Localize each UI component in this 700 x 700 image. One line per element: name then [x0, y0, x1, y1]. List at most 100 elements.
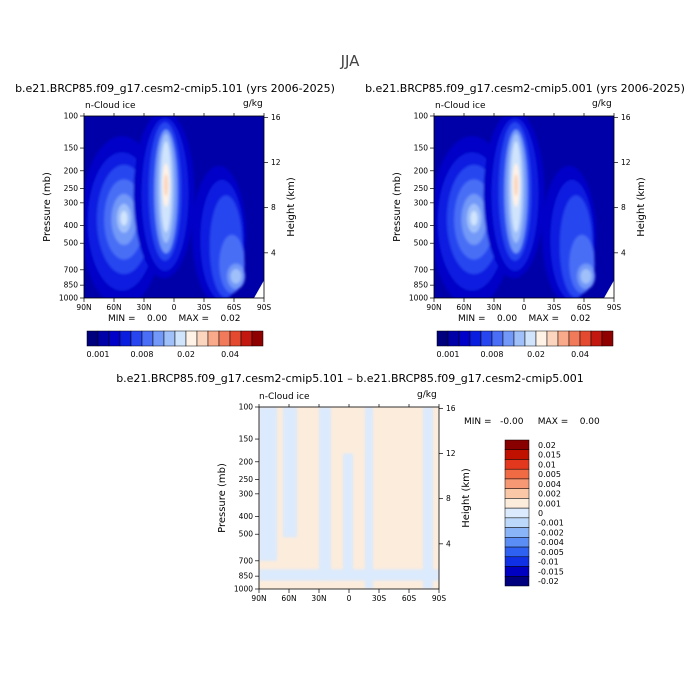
colorbar-box	[447, 330, 460, 347]
y-tick-label: 300	[414, 198, 429, 207]
max-value: 0.02	[570, 314, 591, 324]
min-label: MIN =	[464, 417, 492, 427]
y-tick-label: 850	[64, 281, 79, 290]
plot-area-2	[259, 407, 439, 589]
x-tick-label: 90N	[76, 303, 91, 312]
colorbar-label: 0	[538, 509, 543, 518]
colorbar-box	[174, 330, 187, 347]
colorbar-box	[502, 330, 515, 347]
panel-101-variable: n-Cloud ice	[85, 101, 136, 111]
contour-level-1-7	[513, 174, 519, 197]
x-tick-label: 0	[347, 594, 352, 603]
colorbar-box	[240, 330, 253, 347]
x-tick-label: 30S	[547, 303, 562, 312]
colorbar-box	[504, 478, 530, 489]
y-tick-label: 500	[64, 239, 79, 248]
colorbar-label: 0.002	[538, 490, 561, 499]
colorbar-box	[504, 537, 530, 548]
panel-101-title: b.e21.BRCP85.f09_g17.cesm2-cmip5.101 (yr…	[15, 82, 335, 95]
panel-101-minmax: MIN = 0.00 MAX = 0.02	[108, 314, 241, 324]
colorbar-box	[108, 330, 121, 347]
x-tick-label: 30S	[372, 594, 387, 603]
colorbar-label: 0.01	[538, 460, 556, 469]
panel-001-title: b.e21.BRCP85.f09_g17.cesm2-cmip5.001 (yr…	[365, 82, 685, 95]
y-tick-label: 250	[239, 475, 254, 484]
colorbar-box	[491, 330, 504, 347]
colorbar-box	[218, 330, 231, 347]
negative-band-2	[319, 407, 331, 581]
heatmap-field	[434, 116, 614, 298]
heatmap-field	[84, 116, 264, 298]
y-tick-label: 700	[239, 556, 254, 565]
x-tick-label: 60N	[281, 594, 296, 603]
y-tick-label: 400	[64, 221, 79, 230]
y-tick-label: 250	[64, 184, 79, 193]
y-right-tick-label: 12	[271, 158, 281, 167]
colorbar-label: 0.008	[481, 350, 504, 359]
season-title: JJA	[340, 52, 360, 70]
topography-mask	[604, 280, 614, 298]
colorbar-box	[130, 330, 143, 347]
y-tick-label: 1000	[59, 294, 78, 303]
colorbar-box	[196, 330, 209, 347]
colorbar-box	[469, 330, 482, 347]
colorbar-box	[251, 330, 264, 347]
colorbar-label: 0.04	[221, 350, 239, 359]
colorbar-label: 0.008	[131, 350, 154, 359]
colorbar-label: -0.015	[538, 567, 564, 576]
x-tick-label: 90N	[251, 594, 266, 603]
x-tick-label: 30S	[197, 303, 212, 312]
y-axis-right-label: Height (km)	[461, 468, 472, 528]
y-tick-label: 300	[239, 489, 254, 498]
y-right-tick-label: 8	[271, 203, 276, 212]
x-tick-label: 30N	[311, 594, 326, 603]
colorbar-box	[504, 439, 530, 450]
y-right-tick-label: 8	[446, 494, 451, 503]
contour-level-2-5	[230, 269, 242, 284]
colorbar-box	[504, 566, 530, 577]
panel-diff-variable: n-Cloud ice	[259, 392, 310, 402]
colorbar-box	[86, 330, 99, 347]
min-value: -0.00	[500, 417, 524, 427]
panel-001-minmax: MIN = 0.00 MAX = 0.02	[458, 314, 591, 324]
y-axis-label: Pressure (mb)	[217, 463, 228, 533]
colorbar-box	[207, 330, 220, 347]
panel-001-units: g/kg	[592, 99, 612, 109]
colorbar-box	[504, 576, 530, 587]
max-value: 0.02	[220, 314, 241, 324]
colorbar-label: -0.01	[538, 558, 559, 567]
y-tick-label: 700	[414, 265, 429, 274]
colorbar-box	[436, 330, 449, 347]
y-axis-label: Pressure (mb)	[42, 172, 53, 242]
colorbar-label: 0.02	[177, 350, 195, 359]
colorbar-box	[513, 330, 526, 347]
colorbar-label: 0.001	[538, 499, 561, 508]
x-tick-label: 60N	[106, 303, 121, 312]
max-label: MAX =	[178, 314, 210, 324]
y-tick-label: 1000	[409, 294, 428, 303]
y-right-tick-label: 16	[621, 113, 631, 122]
colorbar-label: 0.001	[437, 350, 460, 359]
y-right-tick-label: 12	[446, 449, 456, 458]
colorbar-box	[229, 330, 242, 347]
y-tick-label: 100	[64, 112, 79, 121]
y-tick-label: 150	[239, 435, 254, 444]
colorbar-box	[601, 330, 614, 347]
contour-level-1-7	[163, 174, 169, 197]
y-tick-label: 500	[239, 530, 254, 539]
panel-101-units: g/kg	[243, 99, 263, 109]
colorbar-label: 0.004	[538, 480, 561, 489]
colorbar-box	[504, 459, 530, 470]
y-tick-label: 700	[64, 265, 79, 274]
colorbar-label: 0.02	[538, 441, 556, 450]
x-tick-label: 0	[522, 303, 527, 312]
y-axis-right-label: Height (km)	[636, 177, 647, 237]
heatmap-field	[259, 407, 439, 589]
max-label: MAX =	[528, 314, 560, 324]
x-tick-label: 60S	[402, 594, 417, 603]
y-axis-label: Pressure (mb)	[392, 172, 403, 242]
y-tick-label: 100	[414, 112, 429, 121]
contour-level-0-6	[470, 211, 478, 226]
colorbar-box	[504, 527, 530, 538]
